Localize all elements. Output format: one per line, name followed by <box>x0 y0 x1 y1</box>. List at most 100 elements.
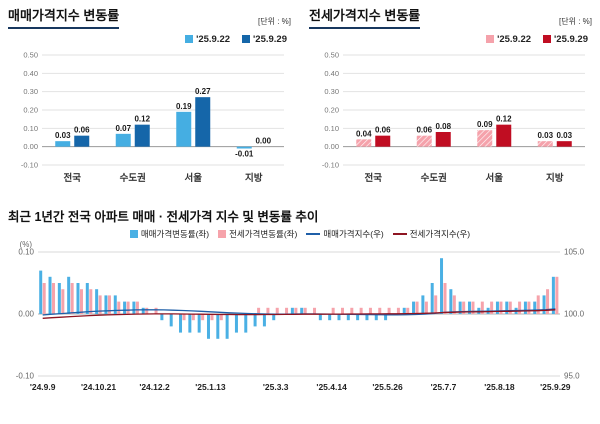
jeonse-change-bar <box>89 288 93 314</box>
jeonse-change-bar <box>201 313 205 320</box>
legend-label: 매매가격지수(우) <box>323 228 384 239</box>
jeonse-change-bar <box>555 276 559 314</box>
trend-legend: 매매가격변동률(좌) 전세가격변동률(좌) 매매가격지수(우) 전세가격지수(우) <box>8 228 592 240</box>
x-tick-label: '25.9.29 <box>540 382 571 392</box>
left-tick-label: 0.00 <box>18 309 34 318</box>
jeonse-change-bar <box>508 301 512 314</box>
jeonse-change-bar <box>61 288 65 314</box>
jeonse-change-bar <box>546 288 550 314</box>
y-tick-label: 0.40 <box>324 68 339 77</box>
right-tick-label: 105.0 <box>564 247 585 256</box>
sales-change-bar <box>300 307 304 314</box>
bar-value-label: 0.03 <box>537 131 553 140</box>
jeonse-change-bar <box>313 307 317 314</box>
jeonse-change-bar <box>70 282 74 314</box>
bar-전국 <box>356 138 372 147</box>
sales-change-bar <box>234 313 238 333</box>
jeonse-change-bar <box>145 307 149 314</box>
category-label: 지방 <box>546 172 564 184</box>
sales-change-bar <box>272 313 276 320</box>
jeonse-legend: '25.9.22 '25.9.29 <box>309 34 588 45</box>
jeonse-change-bar <box>527 301 531 314</box>
jeonse-change-bar <box>452 294 456 314</box>
category-label: 수도권 <box>421 172 447 184</box>
sales-change-bar <box>197 313 201 333</box>
bar-수도권 <box>115 133 131 147</box>
bar-value-label: 0.07 <box>115 123 131 132</box>
jeonse-change-bar <box>191 313 195 320</box>
jeonse-change-bar <box>135 301 139 314</box>
sales-change-bar <box>449 288 453 314</box>
y-tick-label: 0.00 <box>324 142 339 151</box>
right-tick-label: 100.0 <box>564 309 585 318</box>
sales-change-bar <box>440 257 444 314</box>
bar-value-label: 0.03 <box>556 131 572 140</box>
y-tick-label: 0.50 <box>324 50 339 59</box>
y-tick-label: -0.10 <box>21 160 38 169</box>
jeonse-change-bar <box>257 307 261 314</box>
x-tick-label: '25.7.7 <box>431 382 457 392</box>
jeonse-change-bar <box>275 307 279 314</box>
y-tick-label: 0.10 <box>324 123 339 132</box>
jeonse-change-bar <box>378 307 382 314</box>
x-tick-label: '24.10.21 <box>81 382 116 392</box>
bar-전국 <box>74 135 90 147</box>
line-swatch <box>392 232 407 235</box>
color-swatch <box>242 35 251 44</box>
jeonse-change-bar <box>396 307 400 314</box>
bar-지방 <box>236 146 252 149</box>
sales-legend: '25.9.22 '25.9.29 <box>8 34 287 45</box>
sales-change-bar <box>244 313 248 333</box>
legend-label: '25.9.22 <box>196 33 231 45</box>
legend-item: 매매가격지수(우) <box>306 228 384 240</box>
bar-전국 <box>375 135 391 147</box>
jeonse-change-bar <box>443 282 447 314</box>
bar-value-label: 0.09 <box>477 120 493 129</box>
y-tick-label: -0.10 <box>322 160 339 169</box>
left-tick-label: -0.10 <box>16 371 35 380</box>
jeonse-change-bar <box>359 307 363 314</box>
color-swatch <box>185 35 194 44</box>
legend-item: '25.9.22 <box>486 34 531 45</box>
sales-change-bar <box>412 301 416 314</box>
left-axis-unit: (%) <box>20 240 33 249</box>
category-label: 서울 <box>185 172 203 184</box>
jeonse-change-bar <box>117 301 121 314</box>
bar-value-label: 0.27 <box>195 87 211 96</box>
jeonse-change-bar <box>499 301 503 314</box>
sales-change-bar <box>113 294 117 314</box>
jeonse-change-bar <box>42 282 46 314</box>
bar-value-label: 0.06 <box>375 125 391 134</box>
bar-value-label: 0.04 <box>356 129 372 138</box>
bar-서울 <box>176 111 192 147</box>
sales-change-bar <box>365 313 369 320</box>
jeonse-change-bar-chart: 0.500.400.300.200.100.00-0.100.04 0.06전국0… <box>322 50 585 184</box>
bar-value-label: 0.06 <box>416 125 432 134</box>
left-tick-label: 0.10 <box>18 247 34 256</box>
jeonse-change-bar <box>471 301 475 314</box>
sales-change-bar <box>160 313 164 320</box>
sales-change-bar <box>179 313 183 333</box>
sales-change-bar <box>141 307 145 314</box>
sales-change-bar <box>402 307 406 314</box>
sales-change-bar <box>337 313 341 320</box>
color-swatch <box>543 35 552 44</box>
jeonse-change-bar <box>294 307 298 314</box>
sales-change-bar <box>467 301 471 314</box>
sales-change-bar <box>533 301 537 314</box>
bar-서울 <box>195 96 211 147</box>
bar-지방 <box>556 140 572 147</box>
legend-label: 전세가격변동률(좌) <box>229 228 298 239</box>
jeonse-change-bar <box>285 307 289 314</box>
category-label: 전국 <box>64 172 82 184</box>
y-tick-label: 0.20 <box>324 105 339 114</box>
jeonse-change-bar <box>98 294 102 314</box>
jeonse-change-bar <box>266 307 270 314</box>
sales-change-bar <box>551 276 555 314</box>
legend-label: '25.9.29 <box>554 33 588 45</box>
y-tick-label: 0.30 <box>324 87 339 96</box>
jeonse-change-bar <box>480 301 484 314</box>
sales-change-bar <box>76 282 80 314</box>
trend-combo-chart: 0.10 0.00 -0.10 105.0 100.0 95.0 (%) '24.9.9 '24… <box>16 240 585 392</box>
trend-panel: 최근 1년간 전국 아파트 매매 · 전세가격 지수 및 변동률 추이 매매가격… <box>8 206 592 398</box>
